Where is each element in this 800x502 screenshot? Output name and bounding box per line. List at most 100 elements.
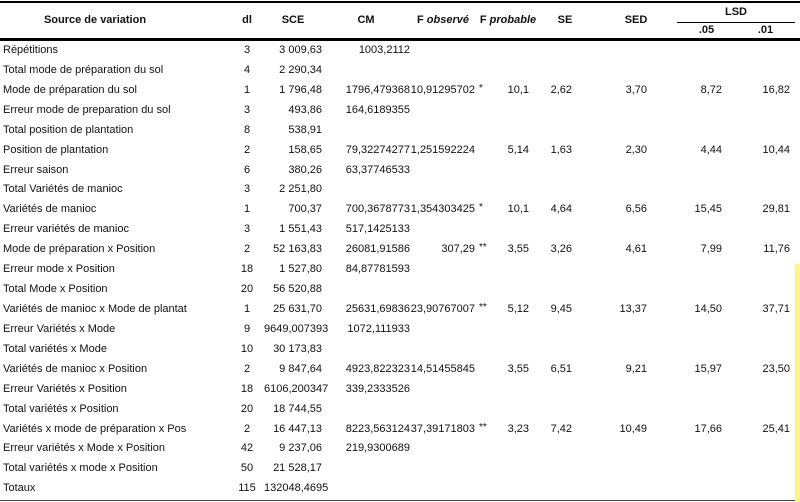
cell-dl: 18 xyxy=(240,382,254,395)
col-header-sce: SCE xyxy=(281,14,305,26)
header-bottom-border xyxy=(0,38,800,41)
cell-significance xyxy=(475,278,497,298)
cell-lsd-05: 4,44 xyxy=(700,143,722,156)
cell-dl: 1 xyxy=(243,203,251,216)
cell-f-observe: 14,51455845 xyxy=(410,362,475,375)
table-row: Total position de plantation 8 538,91 xyxy=(0,121,800,141)
cell-significance: ** xyxy=(479,301,487,313)
cell-source: Erreur mode de preparation du sol xyxy=(3,103,171,116)
cell-sed: 3,70 xyxy=(625,83,647,96)
cell-se: 9,45 xyxy=(550,302,572,315)
cell-lsd-01 xyxy=(722,101,790,121)
cell-sce: 1 796,48 xyxy=(279,83,322,96)
cell-f-probable xyxy=(497,41,529,61)
cell-f-observe xyxy=(410,161,475,181)
cell-f-observe xyxy=(410,41,475,61)
table-row: Erreur mode x Position 18 1 527,80 84,87… xyxy=(0,260,800,280)
table-row: Total mode de préparation du sol 4 2 290… xyxy=(0,61,800,81)
cell-lsd-05 xyxy=(647,459,722,479)
cell-lsd-01: 37,71 xyxy=(762,302,790,315)
cell-dl: 10 xyxy=(240,342,254,355)
cell-source: Erreur Variétés x Mode xyxy=(3,322,116,335)
cell-lsd-05 xyxy=(647,180,722,200)
col-header-lsd-group: LSD .05 .01 xyxy=(677,3,795,38)
cell-f-observe xyxy=(410,459,475,479)
cell-dl: 2 xyxy=(243,243,251,256)
cell-se: 4,64 xyxy=(550,203,572,216)
cell-dl: 18 xyxy=(240,263,254,276)
cell-lsd-05 xyxy=(647,121,722,141)
cell-significance xyxy=(475,437,497,457)
cell-source: Total variétés x mode x Position xyxy=(3,462,158,475)
cell-lsd-01 xyxy=(722,61,790,81)
col-header-source: Source de variation xyxy=(43,14,147,26)
cell-se xyxy=(529,400,572,420)
cell-dl: 2 xyxy=(243,143,251,156)
cell-significance xyxy=(475,378,497,398)
cell-se xyxy=(529,479,572,499)
cell-sce: 21 528,17 xyxy=(273,462,322,475)
cell-sce: 30 173,83 xyxy=(273,342,322,355)
cell-sed xyxy=(572,439,647,459)
cell-f-observe xyxy=(410,101,475,121)
col-header-lsd-05: .05 xyxy=(698,24,715,36)
cell-cm xyxy=(322,280,410,300)
cell-f-observe xyxy=(410,260,475,280)
cell-cm: 1796,479368 xyxy=(345,83,410,96)
cell-f-observe xyxy=(410,439,475,459)
cell-f-observe: 307,29 xyxy=(441,243,475,256)
cell-sed: 2,30 xyxy=(625,143,647,156)
cell-f-probable xyxy=(497,439,529,459)
cell-dl: 20 xyxy=(240,402,254,415)
cell-sce: 9 237,06 xyxy=(279,442,322,455)
cell-sce: 158,65 xyxy=(288,143,322,156)
cell-source: Erreur mode x Position xyxy=(3,263,115,276)
cell-se xyxy=(529,340,572,360)
cell-sed xyxy=(572,320,647,340)
cell-source: Variétés de manioc x Mode de plantat xyxy=(3,302,187,315)
cell-f-probable xyxy=(497,280,529,300)
cell-lsd-05 xyxy=(647,380,722,400)
cell-significance xyxy=(475,457,497,477)
cell-lsd-01: 10,44 xyxy=(762,143,790,156)
col-header-dl: dl xyxy=(242,14,252,26)
cell-f-observe xyxy=(410,280,475,300)
cell-source: Mode de préparation x Position xyxy=(3,243,156,256)
cell-significance xyxy=(475,139,497,159)
cell-sed xyxy=(572,459,647,479)
cell-f-observe: 1,354303425 xyxy=(410,203,475,216)
cell-lsd-01: 23,50 xyxy=(762,362,790,375)
cell-f-probable xyxy=(497,340,529,360)
cell-se xyxy=(529,280,572,300)
cell-cm: 63,37746533 xyxy=(345,163,410,176)
cell-lsd-05 xyxy=(647,41,722,61)
col-header-lsd: LSD xyxy=(725,6,747,18)
cell-se xyxy=(529,180,572,200)
cell-dl: 8 xyxy=(243,123,251,136)
cell-lsd-05 xyxy=(647,220,722,240)
table-row: Erreur mode de preparation du sol 3 493,… xyxy=(0,101,800,121)
cell-source: Total mode de préparation du sol xyxy=(3,63,164,76)
cell-se: 1,63 xyxy=(550,143,572,156)
cell-cm: 164,6189355 xyxy=(345,103,410,116)
cell-sed xyxy=(572,161,647,181)
cell-source: Mode de préparation du sol xyxy=(3,83,137,96)
cell-lsd-05 xyxy=(647,340,722,360)
table-rows: Répétitions 3 3 009,63 1003,2112 Total m… xyxy=(0,41,800,499)
cell-f-probable: 5,14 xyxy=(507,143,529,156)
cell-significance xyxy=(475,398,497,418)
cell-f-observe: 23,90767007 xyxy=(410,302,475,315)
cell-source: Total variétés x Mode xyxy=(3,342,107,355)
cell-f-observe: 10,91295702 xyxy=(410,83,475,96)
cell-sed xyxy=(572,380,647,400)
table-top-border xyxy=(0,1,800,3)
cell-se: 6,51 xyxy=(550,362,572,375)
table-bottom-border xyxy=(0,500,800,501)
cell-lsd-01: 25,41 xyxy=(762,422,790,435)
cell-sed xyxy=(572,400,647,420)
cell-se xyxy=(529,61,572,81)
cell-se xyxy=(529,320,572,340)
cell-sed xyxy=(572,180,647,200)
cell-f-probable: 3,55 xyxy=(507,362,529,375)
cell-cm: 517,1425133 xyxy=(345,223,410,236)
